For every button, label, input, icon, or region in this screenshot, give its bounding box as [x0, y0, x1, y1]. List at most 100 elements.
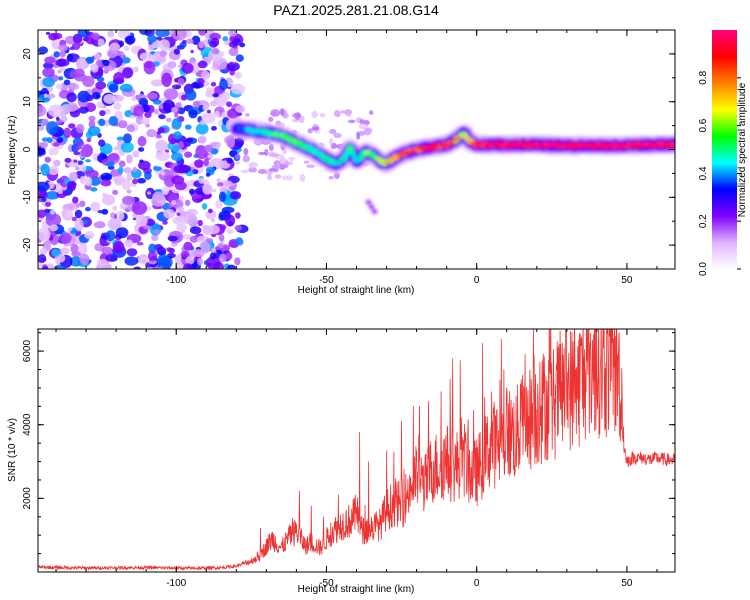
noise-blob [279, 163, 286, 170]
noise-blob [38, 123, 45, 131]
noise-blob [59, 232, 72, 244]
noise-blob [75, 166, 80, 171]
noise-blob [85, 169, 99, 179]
noise-blob [210, 218, 216, 223]
noise-blob [211, 247, 216, 253]
noise-blob [163, 88, 179, 100]
signal-track-segment [330, 162, 335, 166]
noise-blob [198, 179, 204, 184]
noise-blob [73, 159, 78, 163]
colorbar-tick-label: 0.2 [698, 214, 709, 228]
noise-blob [119, 83, 133, 93]
noise-blob [176, 206, 185, 212]
signal-track-segment [505, 143, 510, 147]
noise-blob [74, 218, 84, 232]
noise-blob [112, 205, 118, 211]
signal-track-segment [464, 131, 469, 139]
noise-blob [89, 175, 101, 187]
noise-blob [279, 158, 288, 165]
signal-track-segment [624, 143, 629, 148]
noise-blob [197, 60, 208, 69]
noise-blob [298, 115, 305, 124]
signal-track-segment [595, 144, 600, 148]
noise-blob [55, 83, 63, 90]
noise-blob [38, 254, 47, 263]
noise-blob [70, 243, 78, 254]
noise-blob [135, 215, 148, 227]
signal-track-segment [579, 143, 584, 148]
noise-blob [82, 220, 89, 224]
noise-blob [198, 41, 205, 49]
noise-blob [214, 110, 220, 118]
noise-blob [94, 40, 99, 45]
noise-blob [188, 109, 198, 119]
noise-blob [192, 249, 205, 258]
noise-blob [159, 50, 167, 57]
snr-y-axis-label: SNR (10 * v/v) [7, 418, 18, 482]
noise-blob [148, 243, 157, 254]
noise-blob [230, 83, 246, 95]
noise-blob [225, 134, 236, 149]
noise-blob [177, 78, 185, 86]
signal-blob [371, 209, 378, 215]
noise-blob [69, 171, 78, 183]
noise-blob [234, 153, 241, 160]
noise-blob [126, 173, 133, 182]
noise-blob [184, 124, 192, 130]
noise-blob [45, 191, 60, 200]
noise-blob [291, 113, 302, 118]
noise-blob [77, 90, 91, 103]
noise-blob [157, 256, 173, 269]
noise-blob [108, 116, 119, 126]
noise-blob [207, 224, 220, 235]
noise-blob [129, 115, 136, 119]
noise-blob [192, 100, 201, 109]
noise-blob [113, 102, 122, 111]
noise-blob [53, 159, 61, 167]
noise-blob [66, 102, 78, 112]
noise-blob [79, 200, 86, 208]
noise-blob [344, 109, 352, 116]
noise-blob [248, 161, 258, 169]
spectrogram-y-tick-label: -10 [22, 190, 33, 205]
signal-track-segment [348, 146, 353, 150]
noise-blob [105, 161, 115, 167]
noise-blob [147, 251, 158, 262]
noise-blob [166, 247, 173, 252]
noise-blob [42, 265, 49, 269]
noise-blob [161, 186, 170, 195]
noise-blob [138, 160, 151, 171]
snr-x-tick-label: -100 [166, 578, 186, 589]
noise-blob [74, 209, 83, 219]
noise-blob [265, 170, 270, 175]
noise-blob [175, 216, 184, 223]
noise-blob [186, 38, 194, 44]
noise-blob [175, 254, 181, 259]
noise-blob [85, 159, 91, 163]
signal-track-segment [397, 152, 402, 156]
noise-blob [165, 117, 172, 123]
noise-blob [93, 221, 106, 229]
snr-x-axis-label: Height of straight line (km) [298, 584, 415, 595]
noise-blob [216, 178, 221, 182]
noise-blob [319, 112, 326, 118]
noise-blob [123, 45, 130, 52]
noise-blob [224, 180, 233, 187]
signal-track-segment [628, 143, 633, 148]
noise-blob [126, 248, 138, 257]
noise-blob [311, 126, 320, 131]
noise-blob [118, 160, 126, 168]
signal-track-segment [656, 142, 662, 146]
noise-blob [66, 92, 77, 103]
signal-track-segment [290, 140, 296, 144]
signal-track-segment [653, 143, 658, 148]
noise-blob [122, 133, 132, 144]
noise-blob [203, 260, 208, 265]
noise-blob [216, 182, 224, 187]
noise-blob [174, 181, 187, 191]
noise-blob [181, 39, 187, 45]
noise-blob [176, 223, 188, 232]
noise-blob [48, 147, 59, 156]
noise-blob [146, 129, 157, 138]
noise-blob [207, 154, 213, 159]
